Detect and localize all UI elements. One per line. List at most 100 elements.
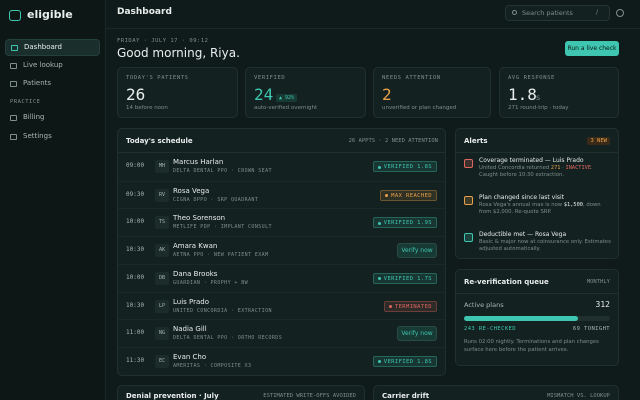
panel-title: Denial prevention · July bbox=[126, 392, 219, 400]
verify-button[interactable]: Verify now bbox=[397, 243, 437, 259]
alert-text: . Caught before 10:30 extraction. bbox=[479, 165, 593, 178]
alert-body: Basic & major now at coinsurance only. E… bbox=[479, 239, 611, 253]
stat-label: AVG RESPONSE bbox=[508, 75, 555, 81]
stat-note: unverified or plan changed bbox=[382, 105, 457, 111]
patient-detail: GUARDIAN · PROPHY + BW bbox=[173, 279, 249, 286]
search-icon bbox=[512, 10, 517, 15]
nav-item[interactable]: Dashboard bbox=[5, 39, 100, 56]
page-title: Dashboard bbox=[117, 7, 172, 17]
nav-icon bbox=[10, 133, 17, 140]
alert-title: Coverage terminated — Luis Prado bbox=[479, 157, 584, 164]
date: FRIDAY · JULY 17 · 09:12 bbox=[117, 38, 209, 44]
stat-label: NEEDS ATTENTION bbox=[382, 75, 441, 81]
stat-note: 271 round-trip · today bbox=[508, 105, 569, 111]
nav-item[interactable]: Settings bbox=[5, 129, 100, 146]
nav-label: Live lookup bbox=[23, 60, 63, 69]
initials: DB bbox=[155, 271, 169, 285]
patient-name: Luis Prado bbox=[173, 297, 210, 306]
topbar-divider bbox=[106, 28, 640, 29]
status-badge: VERIFIED 1.8S bbox=[372, 355, 437, 367]
time: 09:00 bbox=[126, 162, 145, 169]
bottom-panel: Carrier drift MISMATCH VS. LOOKUP bbox=[373, 385, 619, 400]
settings-icon[interactable] bbox=[616, 9, 624, 17]
tonight: 69 TONIGHT bbox=[573, 326, 610, 332]
patient-name: Evan Cho bbox=[173, 352, 207, 361]
status-badge: VERIFIED 1.8S bbox=[372, 161, 437, 172]
status-dot bbox=[377, 165, 381, 169]
nav-icon bbox=[10, 81, 17, 87]
status-dot bbox=[377, 360, 381, 364]
patient-name: Marcus Harlan bbox=[173, 158, 224, 166]
panel-title: Carrier drift bbox=[382, 392, 430, 400]
schedule-row: 09:30 RV Rosa Vega CIGNA DPPO · SRP QUADRAN… bbox=[118, 180, 445, 209]
alert-text: · bbox=[560, 165, 566, 171]
stat-value: 1.8 bbox=[508, 85, 537, 104]
alerts-panel: Alerts 3 NEW Coverage terminated — Luis Pr… bbox=[455, 128, 619, 259]
verify-button[interactable]: Verify now bbox=[397, 326, 437, 342]
greeting: Good morning, Riya. bbox=[117, 46, 240, 60]
schedule-row: 11:30 EC Evan Cho AMERITAS · COMPOSITE X3 VE… bbox=[118, 346, 445, 375]
search-box[interactable]: Search patients / bbox=[505, 5, 610, 21]
status-badge: VERIFIED 1.9S bbox=[372, 217, 437, 229]
stat-card: TODAY'S PATIENTS 26 14 before noon bbox=[117, 67, 238, 118]
alert-text: , down from $2,000. Re-quote SRP. bbox=[479, 202, 601, 215]
initials: LP bbox=[155, 299, 169, 313]
divider bbox=[456, 293, 618, 294]
queue-note: Runs 02:00 nightly. Terminations and pla… bbox=[464, 339, 599, 353]
alert-text: INACTIVE bbox=[565, 165, 592, 171]
alert-icon bbox=[464, 233, 473, 242]
patient-name: Theo Sorenson bbox=[173, 214, 226, 223]
patient-detail: AMERITAS · COMPOSITE X3 bbox=[173, 362, 252, 369]
tonight-label: TONIGHT bbox=[584, 326, 610, 332]
status-badge: VERIFIED 1.7S bbox=[372, 272, 437, 284]
patient-name: Rosa Vega bbox=[173, 186, 210, 195]
status-dot bbox=[377, 221, 381, 225]
time: 10:00 bbox=[126, 273, 145, 281]
schedule-row: 10:00 TS Theo Sorenson METLIFE PDP · IMPLAN… bbox=[118, 208, 445, 236]
divider bbox=[118, 152, 445, 153]
nav-item[interactable]: Patients bbox=[5, 76, 100, 93]
stat-badge: ▲ 92% bbox=[276, 94, 298, 102]
rechecked-label: RE-CHECKED bbox=[478, 326, 516, 332]
live-check-button[interactable]: Run a live check bbox=[565, 41, 619, 56]
schedule-row: 09:00 MH Marcus Harlan DELTA DENTAL PPO · C… bbox=[118, 153, 445, 181]
progress-fill bbox=[464, 316, 578, 321]
alert-text: $1,500 bbox=[563, 202, 583, 208]
status-badge: MAX REACHED bbox=[380, 189, 437, 201]
nav-icon bbox=[10, 115, 17, 121]
rechecked-value: 243 bbox=[464, 326, 476, 332]
nav-item[interactable]: Billing bbox=[5, 110, 100, 127]
section-label: PRACTICE bbox=[10, 99, 41, 105]
initials: RV bbox=[155, 188, 169, 202]
nav-label: Settings bbox=[23, 131, 52, 140]
patient-name: Amara Kwan bbox=[173, 242, 218, 251]
patient-detail: CIGNA DPPO · SRP QUADRANT bbox=[173, 196, 259, 203]
panel-title: Today's schedule bbox=[126, 137, 193, 145]
rechecked: 243 RE-CHECKED bbox=[464, 326, 516, 332]
alert-text: 271 bbox=[550, 165, 561, 171]
stat-card: VERIFIED 24 ▲ 92% auto-verified overnight bbox=[245, 67, 366, 118]
schedule-row: 10:00 DB Dana Brooks GUARDIAN · PROPHY + BW… bbox=[118, 263, 445, 292]
stat-label: VERIFIED bbox=[254, 75, 286, 81]
nav-item[interactable]: Live lookup bbox=[5, 58, 100, 75]
tonight-value: 69 bbox=[572, 326, 581, 332]
patient-name: Dana Brooks bbox=[173, 269, 218, 278]
progress-track bbox=[464, 316, 610, 321]
patient-detail: DELTA DENTAL PPO · ORTHO RECORDS bbox=[173, 335, 283, 342]
initials: EC bbox=[155, 354, 169, 368]
stat-card: AVG RESPONSE 1.8 s 271 round-trip · today bbox=[499, 67, 619, 118]
nav-label: Billing bbox=[23, 113, 45, 121]
bottom-panel: Denial prevention · July ESTIMATED WRITE-… bbox=[117, 385, 365, 400]
patient-detail: METLIFE PDP · IMPLANT CONSULT bbox=[173, 224, 272, 231]
time: 10:30 bbox=[126, 301, 145, 309]
brand: eligible bbox=[27, 8, 73, 21]
schedule-row: 10:30 LP Luis Prado UNITED CONCORDIA · EXTR… bbox=[118, 291, 445, 320]
nav-label: Patients bbox=[23, 79, 52, 87]
alert-icon bbox=[464, 196, 473, 205]
time: 10:00 bbox=[126, 218, 145, 226]
time: 11:00 bbox=[126, 329, 145, 337]
nav-icon bbox=[11, 45, 18, 51]
queue-panel: Re-verification queue MONTHLY Active plans… bbox=[455, 269, 619, 366]
panel-note: MISMATCH VS. LOOKUP bbox=[547, 393, 610, 399]
alert-icon bbox=[464, 159, 473, 168]
